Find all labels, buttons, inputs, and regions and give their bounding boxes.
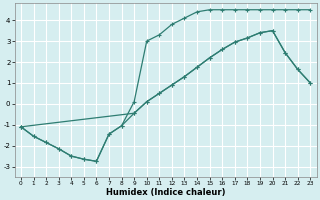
X-axis label: Humidex (Indice chaleur): Humidex (Indice chaleur) xyxy=(106,188,225,197)
